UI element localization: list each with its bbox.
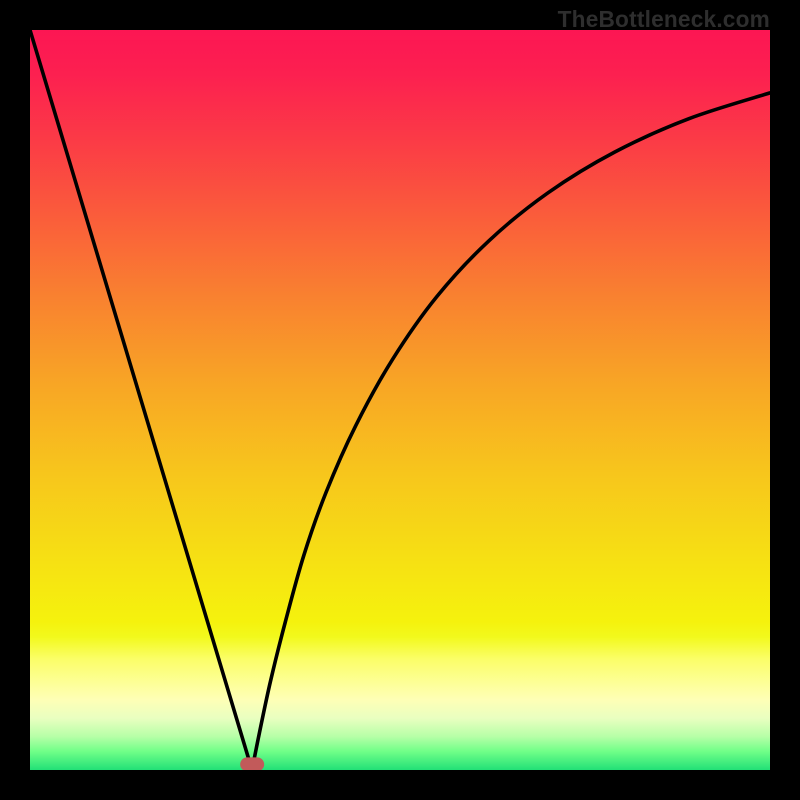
bottleneck-curve bbox=[30, 30, 770, 770]
minimum-marker bbox=[240, 758, 264, 770]
chart-frame: TheBottleneck.com bbox=[0, 0, 800, 800]
watermark-text: TheBottleneck.com bbox=[558, 6, 770, 33]
plot-area bbox=[30, 30, 770, 770]
